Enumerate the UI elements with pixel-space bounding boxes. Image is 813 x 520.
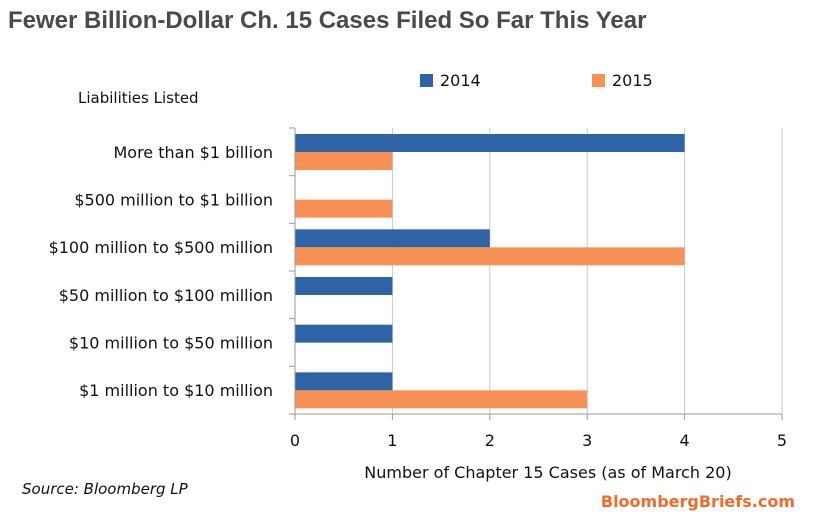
chart-title: Fewer Billion-Dollar Ch. 15 Cases Filed …: [8, 7, 646, 34]
category-label: $500 million to $1 billion: [74, 191, 273, 210]
legend-label-2014: 2014: [440, 71, 481, 90]
x-tick-label: 4: [680, 431, 690, 450]
axes: [289, 127, 783, 420]
source-note: Source: Bloomberg LP: [22, 480, 189, 498]
x-tick-label: 0: [290, 431, 300, 450]
x-tick-label: 2: [485, 431, 495, 450]
bar-2014: [295, 134, 685, 152]
brand-mark: BloombergBriefs.com: [601, 492, 795, 511]
x-tick-label: 1: [387, 431, 397, 450]
x-axis-label: Number of Chapter 15 Cases (as of March …: [364, 463, 731, 482]
x-tick-label: 3: [582, 431, 592, 450]
bars: [295, 134, 685, 409]
category-labels: More than $1 billion $500 million to $1 b…: [49, 143, 273, 400]
category-axis-title: Liabilities Listed: [78, 89, 199, 107]
category-label: $50 million to $100 million: [59, 286, 273, 305]
category-label: $1 million to $10 million: [79, 381, 273, 400]
bar-2014: [295, 277, 393, 295]
legend-swatch-2014: [420, 74, 433, 87]
bar-2014: [295, 324, 393, 343]
bar-2014: [295, 229, 490, 248]
gridlines: [391, 128, 783, 414]
bar-2015: [295, 152, 393, 170]
legend-swatch-2015: [592, 74, 605, 87]
category-label: More than $1 billion: [113, 143, 273, 162]
bar-2015: [295, 247, 685, 266]
x-tick-label: 5: [777, 431, 787, 450]
category-label: $10 million to $50 million: [69, 334, 273, 353]
legend: 2014 2015: [420, 71, 653, 90]
bar-2015: [295, 390, 588, 409]
bar-2015: [295, 199, 393, 218]
x-tick-labels: 0 1 2 3 4 5: [290, 431, 787, 450]
bar-2014: [295, 372, 393, 391]
legend-label-2015: 2015: [612, 71, 653, 90]
category-label: $100 million to $500 million: [49, 238, 273, 257]
